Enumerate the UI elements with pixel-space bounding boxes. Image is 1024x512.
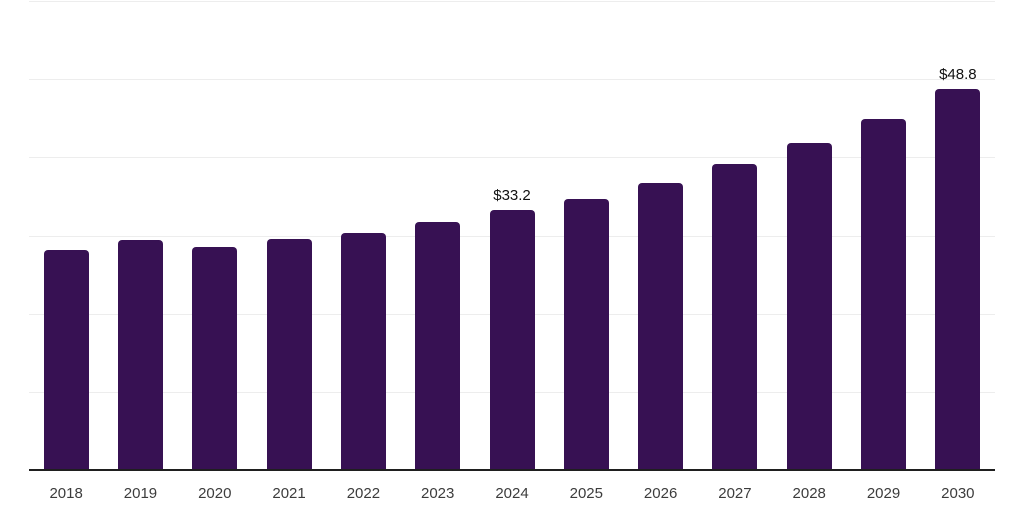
gridline-50 [29,79,995,81]
bar-value-label-2030: $48.8 [939,65,977,83]
bar-2023 [415,222,461,470]
bar-value-label-2024: $33.2 [493,187,531,205]
gridline-60 [29,1,995,2]
bar-2029 [861,119,907,470]
x-tick-2020: 2020 [198,485,232,502]
bar-2027 [712,164,758,470]
x-tick-2024: 2024 [495,485,529,502]
bar-2019 [117,240,163,470]
bar-2024 [489,210,535,470]
x-tick-2029: 2029 [866,485,901,502]
x-tick-2025: 2025 [569,485,603,502]
x-tick-2023: 2023 [421,485,455,502]
x-tick-2022: 2022 [346,485,381,502]
bar-2022 [340,233,386,470]
x-tick-2027: 2027 [718,485,752,502]
bar-2026 [638,183,684,470]
bar-2030 [935,88,981,470]
bar-2028 [786,143,832,470]
bar-2021 [266,238,312,470]
x-tick-2030: 2030 [941,485,975,502]
bar-2020 [192,247,238,470]
x-tick-2021: 2021 [272,485,306,502]
x-tick-2018: 2018 [49,485,83,502]
bar-2018 [43,250,89,470]
x-tick-2019: 2019 [123,485,158,502]
x-axis-line [29,469,995,471]
gridline-40 [29,157,995,159]
x-tick-2028: 2028 [792,485,826,502]
x-tick-2026: 2026 [643,485,678,502]
bar-2025 [563,198,609,470]
